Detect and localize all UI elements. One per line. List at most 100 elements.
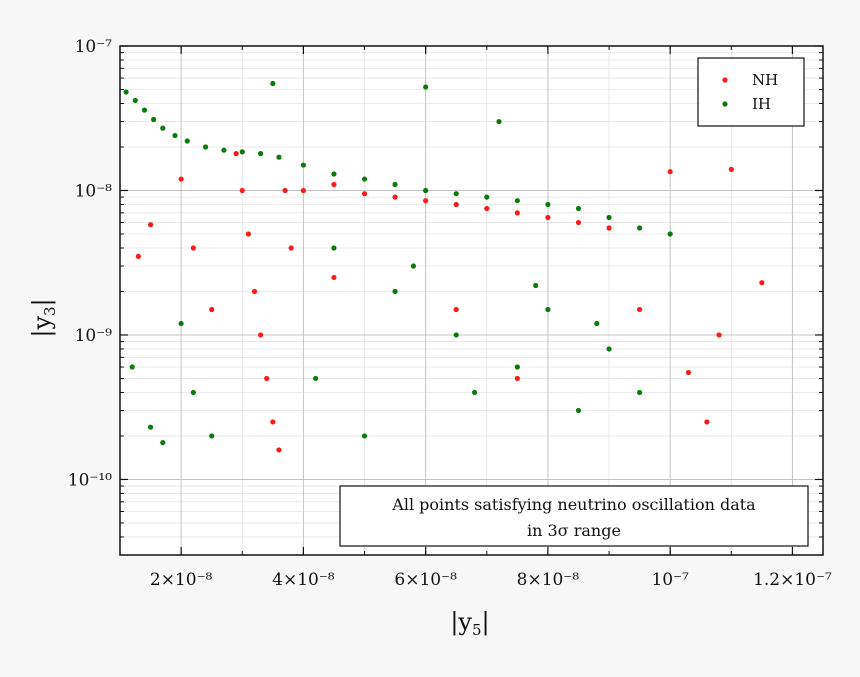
point-ih <box>575 205 582 212</box>
point-ih <box>575 407 582 414</box>
point-nh <box>190 245 196 251</box>
point-ih <box>606 214 612 221</box>
point-nh <box>759 280 765 286</box>
point-ih <box>141 107 148 113</box>
point-ih <box>160 439 166 446</box>
point-nh <box>704 419 710 425</box>
legend: NH IH <box>697 57 805 127</box>
x-tick-label: 1.2×10⁻⁷ <box>753 570 832 590</box>
y-tick-label: 10⁻⁹ <box>75 326 113 346</box>
y-tick-label: 10⁻⁸ <box>75 181 113 201</box>
plot-frame <box>119 45 824 556</box>
x-tick-label: 10⁻⁷ <box>651 570 689 590</box>
point-nh <box>514 375 520 382</box>
point-ih <box>533 282 539 289</box>
point-nh <box>282 187 288 194</box>
point-nh <box>331 181 337 188</box>
point-ih <box>184 138 190 144</box>
point-nh <box>514 210 520 216</box>
point-ih <box>453 332 459 338</box>
point-nh <box>209 306 215 313</box>
annotation-line-2: in 3σ range <box>527 521 621 540</box>
point-ih <box>221 147 227 153</box>
point-ih <box>453 191 459 197</box>
point-nh <box>575 219 582 226</box>
legend-ih-marker <box>722 101 728 107</box>
legend-nh-marker <box>722 77 728 83</box>
series-nh <box>135 151 765 453</box>
legend-box <box>697 57 805 127</box>
point-nh <box>270 419 276 425</box>
plot-area <box>120 46 823 555</box>
point-ih <box>606 346 612 352</box>
point-nh <box>251 288 258 295</box>
x-tick-label: 6×10⁻⁸ <box>394 570 457 590</box>
y-tick-label: 10⁻¹⁰ <box>68 470 112 490</box>
point-nh <box>453 306 459 313</box>
legend-nh-label: NH <box>752 71 778 89</box>
x-tick-label: 2×10⁻⁸ <box>150 570 213 590</box>
point-nh <box>728 166 734 172</box>
point-ih <box>190 389 196 396</box>
point-nh <box>484 205 490 212</box>
point-ih <box>313 375 319 382</box>
point-ih <box>637 225 643 231</box>
point-nh <box>264 375 270 382</box>
point-ih <box>361 176 368 182</box>
point-ih <box>545 201 551 208</box>
point-ih <box>202 144 209 150</box>
point-ih <box>276 154 282 160</box>
point-nh <box>392 194 398 200</box>
point-ih <box>258 151 264 157</box>
point-nh <box>361 191 368 197</box>
point-ih <box>594 320 600 327</box>
point-ih <box>484 194 490 200</box>
point-ih <box>331 245 337 251</box>
point-ih <box>172 132 178 139</box>
point-ih <box>496 118 502 125</box>
point-ih <box>331 171 337 177</box>
grid <box>119 45 823 556</box>
point-ih <box>160 125 166 131</box>
point-nh <box>453 201 459 208</box>
point-ih <box>545 306 551 313</box>
point-ih <box>129 364 135 370</box>
point-nh <box>288 245 294 251</box>
point-ih <box>361 433 368 439</box>
x-tick-label: 8×10⁻⁸ <box>517 570 580 590</box>
x-axis-label: |y5| <box>450 608 489 639</box>
point-ih <box>423 187 429 194</box>
point-ih <box>667 231 673 237</box>
axis-ticks: 2×10⁻⁸ 4×10⁻⁸ 6×10⁻⁸ 8×10⁻⁸ 10⁻⁷ 1.2×10⁻⁷ 10⁻¹… <box>68 37 832 590</box>
annotation-frame <box>339 485 809 547</box>
point-ih <box>392 288 398 295</box>
point-ih <box>151 116 157 123</box>
point-nh <box>258 332 264 338</box>
point-ih <box>178 320 184 327</box>
point-nh <box>606 225 612 231</box>
point-ih <box>147 424 154 430</box>
point-nh <box>637 306 643 313</box>
point-ih <box>270 80 276 87</box>
point-nh <box>423 198 429 204</box>
y-axis-label: |y3| <box>28 298 59 337</box>
series-ih <box>123 80 673 446</box>
point-nh <box>147 222 154 228</box>
point-nh <box>545 214 551 221</box>
point-ih <box>239 149 245 155</box>
point-ih <box>300 162 306 168</box>
point-nh <box>685 369 692 376</box>
point-nh <box>135 253 141 259</box>
point-nh <box>245 231 251 237</box>
x-tick-label: 4×10⁻⁸ <box>272 570 335 590</box>
point-ih <box>132 97 138 104</box>
point-ih <box>514 364 520 370</box>
point-ih <box>637 389 643 396</box>
point-ih <box>514 198 520 204</box>
point-ih <box>471 389 478 396</box>
point-nh <box>300 187 306 194</box>
point-nh <box>276 447 282 453</box>
point-ih <box>392 181 398 188</box>
annotation-box: All points satisfying neutrino oscillati… <box>339 485 809 547</box>
